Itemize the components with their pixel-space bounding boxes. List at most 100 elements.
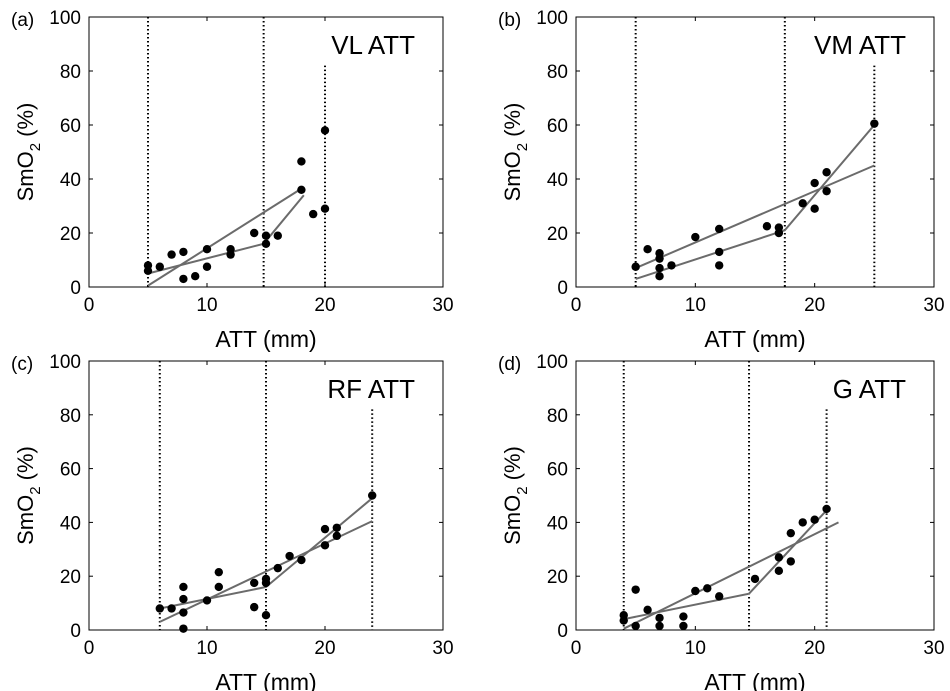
data-point [798,518,807,527]
data-point [273,563,282,573]
chart-title: G ATT [833,374,906,404]
data-point [332,523,341,532]
data-point [202,262,212,271]
y-axis-label-subscript: 2 [514,486,531,494]
y-tick-label: 100 [49,352,81,373]
data-point [786,528,795,538]
chart-panel-1: 0 10 20 30 0 20 40 60 80 100 (a) VL ATT ATT (mm) SmO2… [11,8,454,352]
data-point [155,262,164,271]
data-point [250,228,259,238]
plot-frame [575,16,935,288]
x-tick-label: 20 [804,638,825,659]
x-tick-label: 10 [196,638,217,659]
y-tick-label: 20 [60,567,81,588]
y-tick-label: 80 [547,406,568,427]
panel-label: (d) [498,354,521,375]
data-point [774,223,784,232]
y-tick-label: 0 [557,278,568,299]
x-tick-label: 0 [571,295,582,316]
y-axis-label: SmO2 (%) [13,103,44,202]
fit-line [147,186,305,287]
fit-line [623,521,839,630]
data-point [179,274,188,284]
data-point [655,263,664,273]
data-point [297,157,306,166]
data-point [202,245,212,254]
chart-title: RF ATT [327,374,415,404]
data-point [179,624,188,633]
y-tick-label: 40 [547,170,568,191]
data-point [810,515,819,524]
data-point [822,168,831,177]
y-tick-label: 60 [547,460,568,481]
data-point [798,199,807,208]
plot-frame [88,16,444,288]
data-point [643,605,652,615]
y-tick-label: 80 [60,62,81,83]
y-tick-label: 0 [70,621,81,642]
y-axis-label-unit: (%) [500,446,525,486]
y-tick-label: 80 [60,406,81,427]
y-axis-label-text: SmO [500,151,525,201]
data-point [179,594,188,604]
data-point [655,613,664,623]
data-point [655,621,664,631]
data-point [261,574,271,584]
x-tick-label: 10 [196,295,217,316]
data-point [631,621,640,631]
data-point [285,551,294,561]
data-point [143,261,153,270]
data-point [214,567,223,577]
x-tick-label: 30 [923,638,944,659]
data-point [320,126,330,135]
data-point [320,204,330,213]
y-tick-label: 40 [60,170,81,191]
data-point [273,231,282,240]
x-tick-label: 10 [685,638,706,659]
y-axis-label-text: SmO [500,495,525,545]
data-point [320,541,330,550]
data-point [750,574,760,584]
y-tick-label: 40 [547,513,568,534]
y-axis-label: SmO2 (%) [13,446,44,545]
data-point [167,604,176,613]
data-point [715,261,724,270]
data-point [297,555,306,565]
y-tick-label: 0 [557,621,568,642]
y-tick-label: 100 [49,8,81,29]
x-tick-label: 0 [84,638,95,659]
plot-frame [575,360,935,631]
data-point [810,204,819,213]
data-point [715,247,724,257]
y-tick-label: 100 [536,352,568,373]
x-tick-label: 20 [804,295,825,316]
data-point [261,231,271,240]
data-point [250,578,259,588]
x-tick-label: 20 [314,295,335,316]
data-point [619,611,628,620]
y-tick-label: 80 [547,62,568,83]
x-tick-label: 10 [685,295,706,316]
y-tick-label: 60 [60,460,81,481]
x-axis-label: ATT (mm) [215,326,316,352]
chart-panel-2: 0 10 20 30 0 20 40 60 80 100 (b) VM ATT ATT (mm) SmO2… [498,8,945,352]
y-axis-label-unit: (%) [13,446,38,486]
chart-title: VM ATT [814,30,906,60]
y-tick-label: 20 [547,224,568,245]
x-axis-label: ATT (mm) [215,669,316,691]
y-tick-label: 0 [70,278,81,299]
data-point [655,249,664,258]
panel-label: (a) [11,10,34,31]
x-tick-label: 30 [923,295,944,316]
chart-panel-3: 0 10 20 30 0 20 40 60 80 100 (c) RF ATT ATT (mm) SmO2… [11,352,454,691]
data-point [155,604,164,613]
data-point [786,557,795,566]
data-point [250,602,259,612]
data-point [320,524,330,534]
data-point [309,209,318,219]
data-point [667,261,676,270]
x-tick-label: 30 [432,295,453,316]
data-point [368,491,377,500]
x-axis-label: ATT (mm) [704,669,805,691]
data-point [226,245,235,254]
